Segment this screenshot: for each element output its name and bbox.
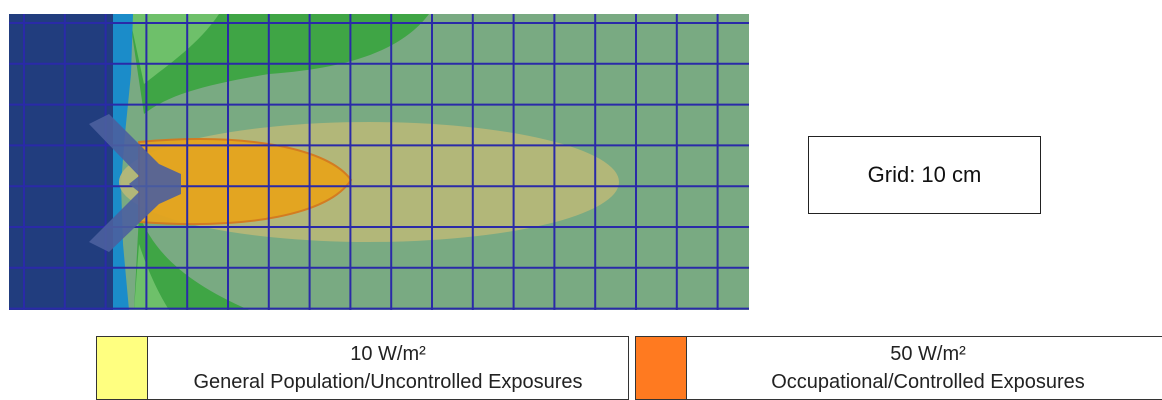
legend-label: Occupational/Controlled Exposures xyxy=(771,371,1085,393)
legend-text: 10 W/m² General Population/Uncontrolled … xyxy=(148,336,629,400)
green-region-bottom xyxy=(134,214,249,310)
legend-value: 50 W/m² xyxy=(890,343,966,365)
legend-label: General Population/Uncontrolled Exposure… xyxy=(193,371,583,393)
legend-text: 50 W/m² Occupational/Controlled Exposure… xyxy=(687,336,1162,400)
grid-scale-label: Grid: 10 cm xyxy=(808,136,1041,214)
legend-item-occupational: 50 W/m² Occupational/Controlled Exposure… xyxy=(635,336,1162,400)
legend-swatch-yellow xyxy=(96,336,148,400)
legend-swatch-orange xyxy=(635,336,687,400)
green-region-bottom-inner xyxy=(134,244,169,310)
legend-value: 10 W/m² xyxy=(350,343,426,365)
green-region-top-inner xyxy=(129,14,219,84)
antenna xyxy=(89,114,181,252)
legend-item-general: 10 W/m² General Population/Uncontrolled … xyxy=(96,336,629,400)
grid-lines xyxy=(9,14,749,310)
rf-exposure-map xyxy=(9,14,749,310)
